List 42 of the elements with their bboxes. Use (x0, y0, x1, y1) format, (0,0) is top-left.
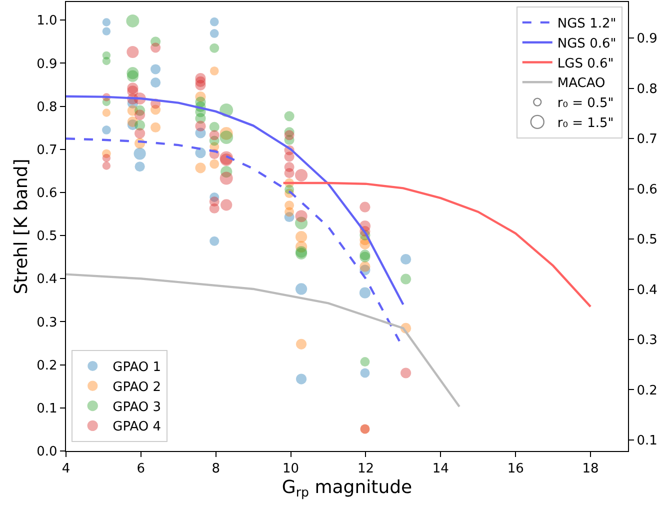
y-tick-label: 0.7 (36, 142, 58, 158)
y2-tick-label: 0.4 (636, 282, 658, 298)
x-axis-title: G$_{rp}$ magnitude (282, 476, 412, 500)
y-tick-label: 0.5 (36, 229, 58, 244)
x-tick-label: 16 (507, 462, 524, 477)
x-tick-label: 14 (432, 462, 449, 477)
legend-label: r₀ = 1.5" (557, 116, 614, 132)
x-tick-label: 12 (357, 462, 374, 477)
y2-tick-label: 0.5 (636, 232, 658, 248)
y-tick-label: 1.0 (36, 14, 58, 29)
y2-tick-label: 0.2 (636, 383, 658, 398)
y2-tick-label: 0.8 (636, 82, 658, 97)
x-tick-label: 6 (136, 462, 146, 477)
legend-label: NGS 1.2" (557, 16, 616, 32)
y2-tick-label: 0.7 (636, 132, 658, 148)
legend-label: MACAO (557, 76, 606, 92)
line-series (66, 138, 401, 342)
line-series (282, 182, 592, 308)
x-tick-label: 4 (62, 462, 70, 477)
legend-label: GPAO 3 (112, 400, 162, 415)
legend-label: GPAO 4 (112, 420, 162, 435)
y2-tick-label: 0.3 (636, 333, 658, 348)
y-tick-label: 0.3 (36, 315, 58, 330)
y-tick-label: 0.9 (36, 56, 58, 72)
x-tick-label: 8 (212, 462, 220, 477)
x-tick-label: 18 (582, 462, 599, 477)
legend-label: LGS 0.6" (557, 56, 614, 72)
x-tick-label: 10 (282, 462, 300, 477)
y2-tick-label: 0.9 (636, 32, 658, 47)
y-tick-label: 0.6 (36, 186, 58, 202)
y2-tick-label: 0.6 (636, 182, 658, 198)
y2-tick-label: 0.1 (636, 434, 658, 448)
legend-label: GPAO 2 (112, 380, 162, 395)
y-tick-label: 0.0 (36, 444, 58, 460)
legend-label: r₀ = 0.5" (557, 96, 614, 112)
legend-label: NGS 0.6" (557, 36, 616, 52)
y-tick-label: 0.1 (36, 401, 58, 416)
y-tick-label: 0.4 (36, 272, 58, 288)
y-tick-label: 0.8 (36, 100, 58, 115)
legend-label: GPAO 1 (112, 360, 162, 376)
y-axis-title: Strehl [K band] (10, 158, 32, 294)
y-tick-label: 0.2 (36, 358, 58, 374)
